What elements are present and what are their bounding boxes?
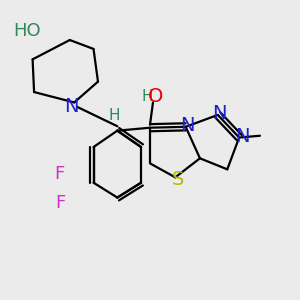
- Text: HO: HO: [13, 22, 40, 40]
- Text: N: N: [235, 127, 249, 146]
- Text: N: N: [212, 104, 226, 123]
- Text: O: O: [148, 87, 164, 106]
- Text: F: F: [56, 194, 66, 212]
- Text: H: H: [109, 108, 120, 123]
- Text: S: S: [172, 170, 184, 189]
- Text: N: N: [64, 98, 79, 116]
- Text: F: F: [54, 165, 64, 183]
- Text: N: N: [180, 116, 194, 135]
- Text: H: H: [141, 89, 153, 104]
